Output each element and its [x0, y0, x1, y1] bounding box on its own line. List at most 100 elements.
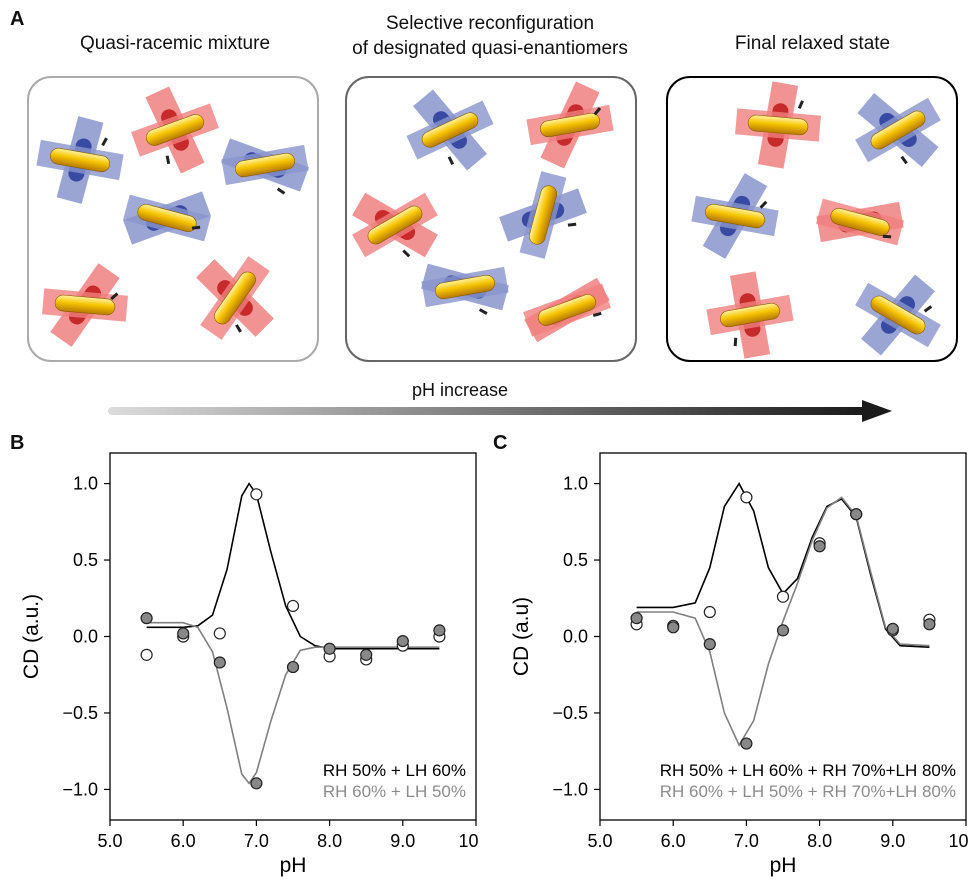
c-xtick-label: 5.0 [587, 831, 612, 851]
b-xtick-label: 5.0 [97, 831, 122, 851]
b-data-point [213, 656, 226, 669]
nanorod-cross [735, 81, 821, 169]
b-fit-line [146, 482, 440, 650]
b-data-point [140, 612, 153, 625]
b-legend-entry: RH 60% + LH 50% [323, 782, 466, 801]
title-quasi-racemic: Quasi-racemic mixture [79, 33, 271, 54]
ph-increase-label: pH increase [412, 380, 509, 400]
b-data-point [286, 660, 300, 674]
c-xtick-label: 10.0 [948, 831, 970, 851]
title-selective-line2: of designated quasi-enantiomers [352, 38, 628, 59]
b-data-point [250, 488, 263, 501]
b-fit-line [146, 621, 440, 785]
nanorod-cross [855, 93, 941, 167]
c-data-point [740, 737, 753, 750]
b-x-axis-label: pH [280, 854, 307, 877]
gold-rod [367, 205, 423, 245]
nanorod-cross [123, 191, 211, 245]
c-data-point [813, 540, 826, 553]
c-fit-line [636, 496, 930, 747]
c-data-point [923, 618, 936, 631]
nanorod-cross [523, 277, 611, 343]
gold-rod [435, 274, 495, 300]
gold-rod [870, 110, 926, 150]
nanorod-cross [816, 198, 904, 246]
linker [478, 308, 488, 315]
linker [759, 200, 768, 209]
gold-rod [705, 203, 765, 229]
linker [882, 234, 892, 239]
b-data-point [323, 642, 336, 655]
c-legend-entry: RH 50% + LH 60% + RH 70%+LH 80% [660, 761, 956, 780]
b-xtick-label: 9.0 [390, 831, 415, 851]
c-data-point [703, 605, 716, 619]
c-ytick-label: −1.0 [552, 779, 588, 799]
b-xtick-label: 7.0 [244, 831, 269, 851]
gold-rod [529, 185, 557, 245]
linker [191, 225, 201, 230]
c-data-point [776, 624, 790, 637]
linker [110, 292, 119, 301]
b-y-axis-label: CD (a.u.) [20, 594, 43, 679]
ph-arrow [108, 400, 892, 422]
nanorod-cross [691, 173, 779, 259]
gold-rod [870, 295, 926, 335]
b-data-point [433, 624, 446, 637]
c-data-point [850, 508, 863, 521]
panel-c-letter: C [493, 432, 508, 454]
gold-rod [146, 114, 204, 146]
c-data-point [886, 622, 899, 635]
linker [900, 155, 908, 165]
b-xtick-label: 10.0 [458, 831, 480, 851]
nanorod-cross [406, 89, 494, 171]
c-xtick-label: 6.0 [661, 831, 686, 851]
c-ytick-label: −0.5 [552, 703, 588, 723]
b-data-point [360, 648, 373, 661]
c-data-point [667, 621, 680, 634]
b-xtick-label: 8.0 [317, 831, 342, 851]
c-ytick-label: 0.5 [563, 550, 588, 570]
nanorod-cross [706, 271, 794, 359]
gold-rod [50, 147, 110, 173]
panel-a-letter: A [10, 8, 25, 30]
b-data-point [250, 777, 263, 790]
b-ytick-label: −1.0 [62, 779, 98, 799]
nanorod-cross [352, 192, 438, 258]
b-ytick-label: −0.5 [62, 703, 98, 723]
linker [447, 156, 455, 165]
gold-rod [235, 152, 295, 178]
nanorod-cross [42, 263, 128, 347]
linker [276, 187, 286, 195]
linker [101, 137, 108, 147]
nanorod-cross [421, 263, 509, 315]
c-data-point [776, 590, 790, 603]
title-selective-line1: Selective reconfiguration [385, 13, 595, 34]
c-data-point [703, 638, 716, 651]
nanorod-cross [855, 274, 941, 356]
c-x-axis-label: pH [770, 854, 797, 877]
gold-rod [747, 114, 809, 136]
b-legend-entry: RH 50% + LH 60% [323, 761, 466, 780]
linker [235, 324, 242, 333]
c-ytick-label: 1.0 [563, 474, 588, 494]
c-xtick-label: 7.0 [734, 831, 759, 851]
gold-rod [538, 294, 596, 326]
linker [797, 100, 804, 110]
nanorod-assemblies [36, 81, 941, 359]
nanorod-cross [221, 138, 309, 195]
b-ytick-label: 0.0 [73, 627, 98, 647]
title-final-relaxed: Final relaxed state [734, 33, 891, 54]
linker [592, 311, 602, 318]
b-data-point [177, 627, 190, 640]
b-data-point [140, 648, 153, 661]
gold-rod [540, 112, 600, 138]
c-y-axis-label: CD (a.u) [510, 597, 533, 676]
linker [733, 337, 738, 347]
gold-rod [137, 204, 197, 232]
c-data-point [740, 491, 753, 504]
linker [402, 249, 411, 258]
b-data-point [396, 634, 409, 648]
b-data-point [286, 599, 300, 613]
nanorod-cross [131, 86, 219, 174]
nanorod-cross [499, 171, 587, 259]
